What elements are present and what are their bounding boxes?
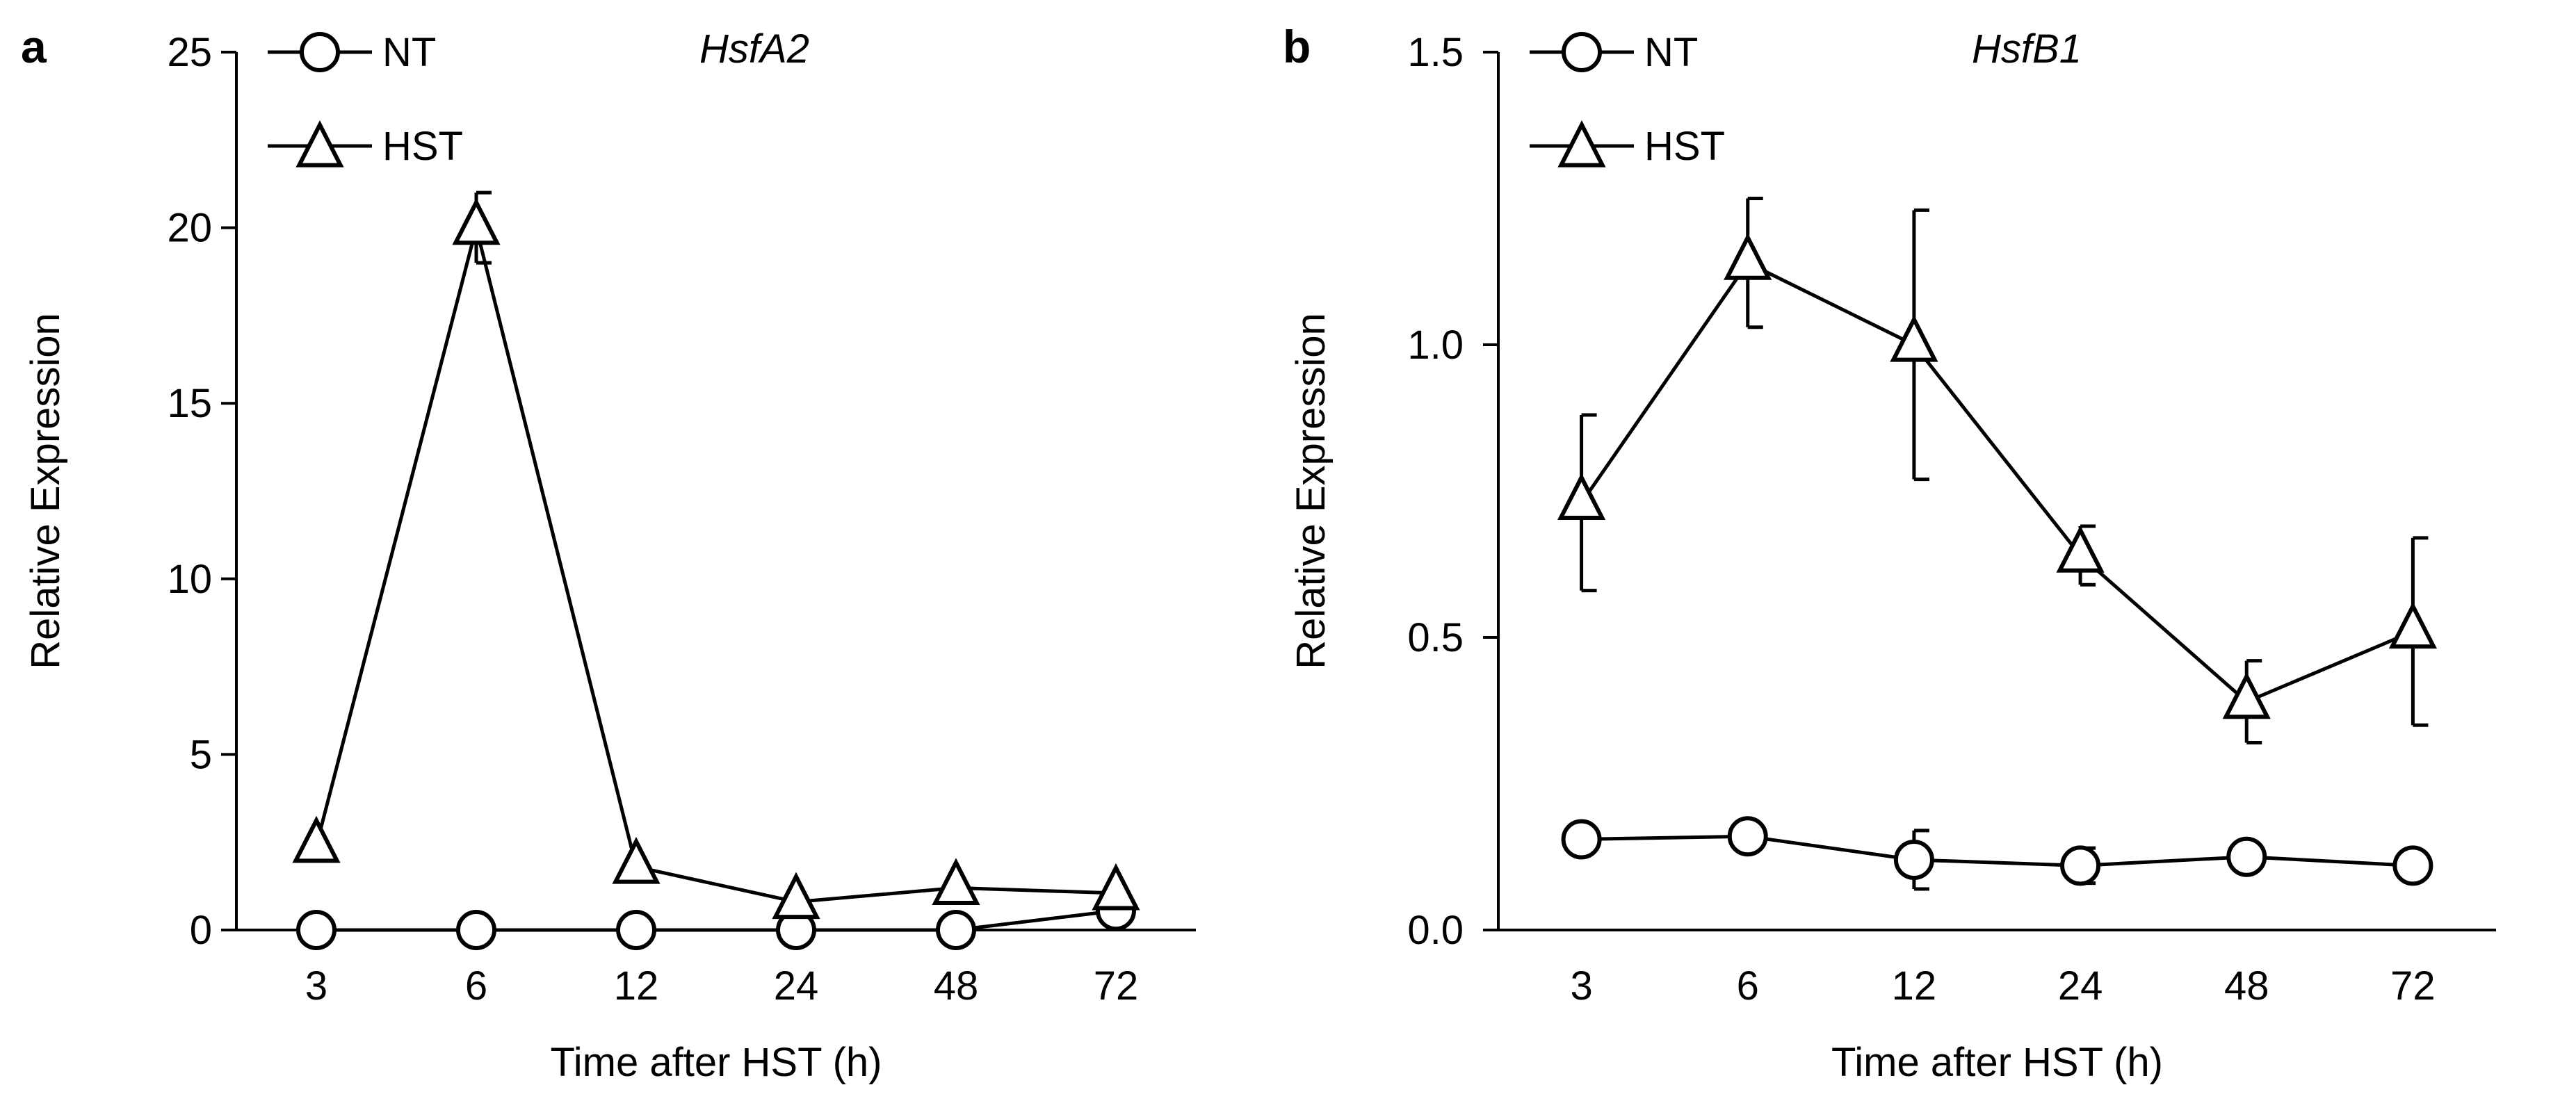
y-tick-label: 20 (167, 206, 212, 251)
data-point-hst (1890, 314, 1938, 362)
data-point-nt (1561, 819, 1602, 860)
y-axis-label: Relative Expression (23, 313, 68, 669)
data-point-nt (296, 910, 337, 950)
x-tick-label: 48 (934, 963, 979, 1009)
y-tick-label: 5 (190, 732, 212, 777)
panel-label: b (1283, 21, 1311, 72)
series-line-hst (1580, 260, 2414, 704)
x-tick-label: 12 (614, 963, 659, 1009)
x-tick-label: 48 (2224, 963, 2269, 1009)
x-tick-label: 24 (774, 963, 819, 1009)
legend-marker (1557, 120, 1606, 168)
legend-marker (300, 32, 340, 72)
x-tick-label: 6 (1737, 963, 1759, 1009)
data-point-hst (2056, 525, 2105, 573)
data-point-hst (2222, 671, 2271, 719)
y-axis-label: Relative Expression (1288, 313, 1334, 669)
y-tick-label: 1.5 (1407, 30, 1464, 75)
chart-panel-a: a 0 5 10 15 20 25 3 6 12 24 48 72 Time after HST (h) R… (21, 21, 1196, 1085)
x-tick-label: 6 (465, 963, 487, 1009)
data-point-hst (1724, 233, 1772, 280)
data-point-hst (452, 197, 501, 245)
data-point-nt (456, 910, 496, 950)
data-point-hst (772, 872, 820, 920)
data-point-nt (1727, 816, 1768, 857)
y-tick-label: 15 (167, 381, 212, 426)
legend-label: NT (382, 30, 436, 75)
data-point-nt (616, 910, 656, 950)
x-axis-label: Time after HST (h) (551, 1040, 882, 1085)
y-tick-label: 0.0 (1407, 908, 1464, 953)
y-tick-label: 10 (167, 557, 212, 602)
legend-label: NT (1644, 30, 1698, 75)
series-nt: NT (1530, 30, 2433, 891)
data-point-hst (612, 837, 661, 884)
legend-marker (1562, 32, 1602, 72)
data-point-nt (936, 910, 976, 950)
x-tick-label: 72 (2390, 963, 2436, 1009)
chart-title: HsfB1 (1972, 26, 2082, 72)
series-hst: HST (1530, 120, 2438, 745)
chart-panel-b: b 0.0 0.5 1.0 1.5 3 6 12 24 48 72 Time after HST (h… (1283, 21, 2496, 1085)
data-point-nt (2060, 845, 2101, 886)
y-tick-label: 0.5 (1407, 615, 1464, 660)
x-axis-label: Time after HST (h) (1831, 1040, 2163, 1085)
panel-label: a (21, 21, 47, 72)
data-point-hst (1092, 863, 1140, 911)
series-hst: HST (268, 120, 1140, 920)
series-line-hst (314, 227, 1117, 904)
x-tick-label: 3 (1570, 963, 1592, 1009)
data-point-nt (1893, 839, 1934, 880)
y-tick-label: 0 (190, 908, 212, 953)
legend-marker (295, 120, 344, 168)
data-point-hst (1557, 473, 1606, 520)
data-point-nt (2392, 845, 2433, 886)
x-tick-label: 12 (1892, 963, 1937, 1009)
data-point-nt (2226, 836, 2267, 877)
data-point-hst (932, 858, 980, 905)
x-tick-label: 24 (2058, 963, 2103, 1009)
data-point-hst (292, 815, 341, 863)
legend-label: HST (1644, 124, 1725, 169)
x-tick-label: 72 (1094, 963, 1139, 1009)
y-tick-label: 1.0 (1407, 323, 1464, 368)
series-line-nt (316, 908, 1117, 932)
chart-title: HsfA2 (699, 26, 809, 72)
y-tick-label: 25 (167, 30, 212, 75)
x-tick-label: 3 (305, 963, 327, 1009)
legend-label: HST (382, 124, 463, 169)
data-point-hst (2388, 601, 2438, 649)
series-line-nt (1581, 834, 2413, 867)
